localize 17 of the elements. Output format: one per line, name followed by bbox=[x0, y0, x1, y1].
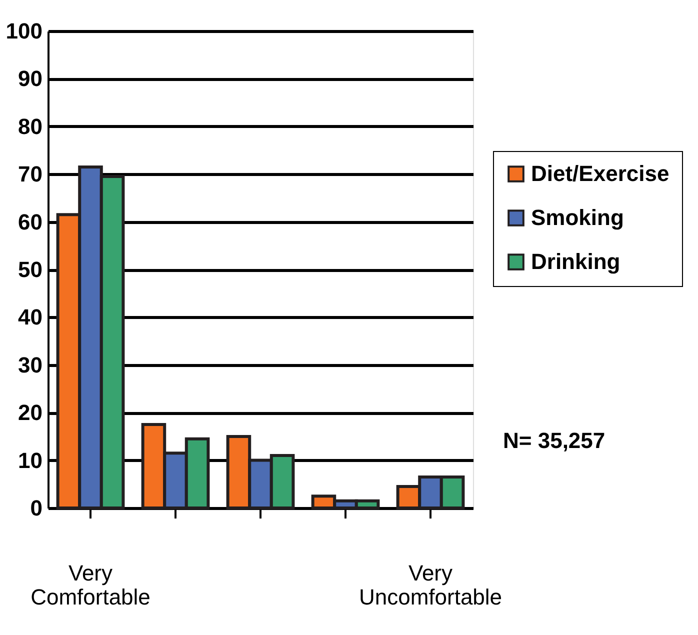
y-tick-label: 0 bbox=[30, 496, 42, 520]
y-tick-label: 50 bbox=[18, 257, 42, 282]
y-tick-label: 10 bbox=[18, 448, 42, 473]
y-tick-label: 90 bbox=[18, 66, 42, 92]
legend-label: Smoking bbox=[531, 205, 624, 230]
x-tick-label: Very Comfortable bbox=[30, 560, 150, 610]
y-tick-label: 40 bbox=[18, 304, 42, 330]
y-tick-label: 80 bbox=[18, 114, 42, 139]
x-tick-label: Very Uncomfortable bbox=[358, 560, 502, 610]
y-tick-label: 100 bbox=[6, 18, 42, 44]
y-tick-label: 20 bbox=[18, 400, 42, 426]
y-tick-label: 30 bbox=[18, 352, 42, 378]
y-tick-label: 60 bbox=[18, 209, 42, 234]
legend-label: Drinking bbox=[531, 249, 620, 274]
text: N= 35,257 bbox=[503, 428, 606, 453]
legend-label: Diet/Exercise bbox=[531, 161, 670, 186]
y-tick-label: 70 bbox=[18, 162, 42, 187]
